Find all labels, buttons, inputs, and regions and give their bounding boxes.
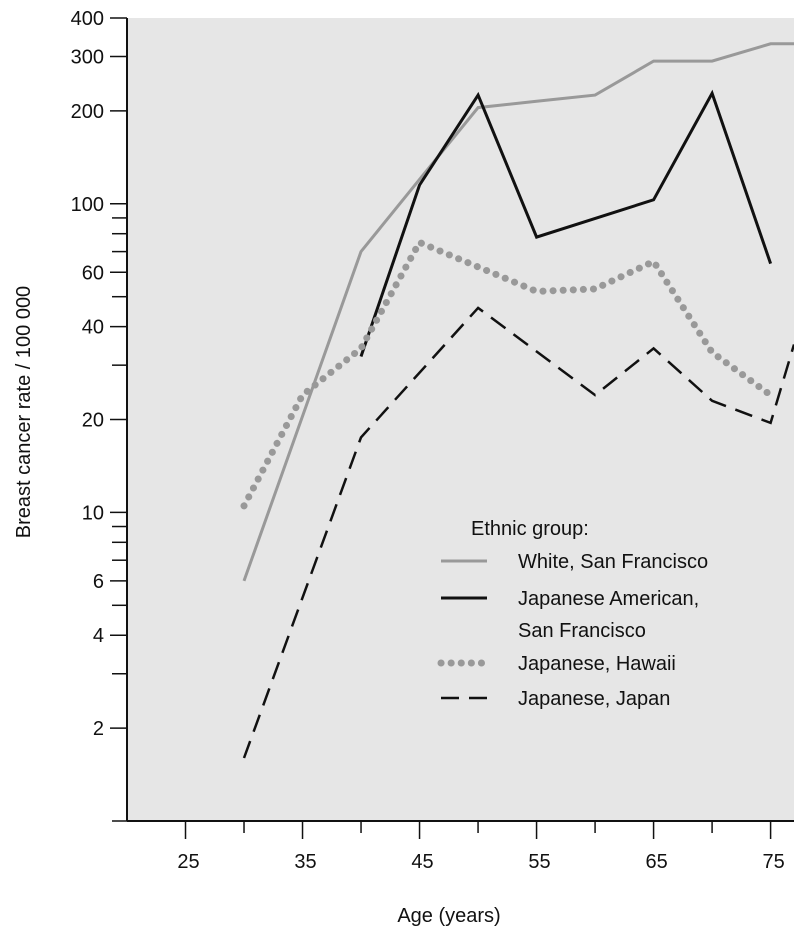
axes-layer: 2 4 6 10 20 40 60 100 200 300 400 25 35 45 55 65 75 (71, 8, 794, 873)
x-tick-label: 45 (411, 851, 433, 873)
series-line-japanese-japan (242, 306, 794, 759)
y-tick-label: 60 (82, 262, 104, 284)
x-tick-label: 25 (177, 851, 199, 873)
x-axis-title: Age (years) (397, 905, 500, 927)
y-tick-label: 200 (71, 101, 104, 123)
y-tick-label: 6 (93, 571, 104, 593)
y-tick-label: 400 (71, 8, 104, 30)
legend-label-white-san-francisco: White, San Francisco (518, 551, 708, 573)
x-tick-label: 75 (762, 851, 784, 873)
y-tick-label: 40 (82, 317, 104, 339)
y-axis-title: Breast cancer rate / 100 000 (13, 286, 35, 538)
y-tick-label: 10 (82, 502, 104, 524)
y-tick-label: 300 (71, 47, 104, 69)
y-tick-label: 2 (93, 718, 104, 740)
legend-label-japanese-hawaii: Japanese, Hawaii (518, 653, 676, 675)
y-tick-label: 100 (71, 194, 104, 216)
series-line-japanese-hawaii (240, 237, 775, 510)
plot-background (127, 18, 794, 821)
legend-label-japanese-japan: Japanese, Japan (518, 688, 670, 710)
legend-title: Ethnic group: (471, 518, 589, 540)
y-tick-label: 20 (82, 410, 104, 432)
legend-label-japanese-american-san-francisco: San Francisco (518, 620, 646, 642)
series-line-japanese-american-san-francisco (359, 89, 773, 357)
x-tick-label: 35 (294, 851, 316, 873)
legend: Ethnic group: White, San Francisco Japane… (437, 518, 708, 710)
x-tick-label: 65 (645, 851, 667, 873)
y-tick-label: 4 (93, 625, 104, 647)
x-tick-label: 55 (528, 851, 550, 873)
series-line-white-san-francisco (242, 42, 794, 582)
series-layer (240, 42, 794, 759)
legend-label-japanese-american-san-francisco: Japanese American, (518, 588, 699, 610)
